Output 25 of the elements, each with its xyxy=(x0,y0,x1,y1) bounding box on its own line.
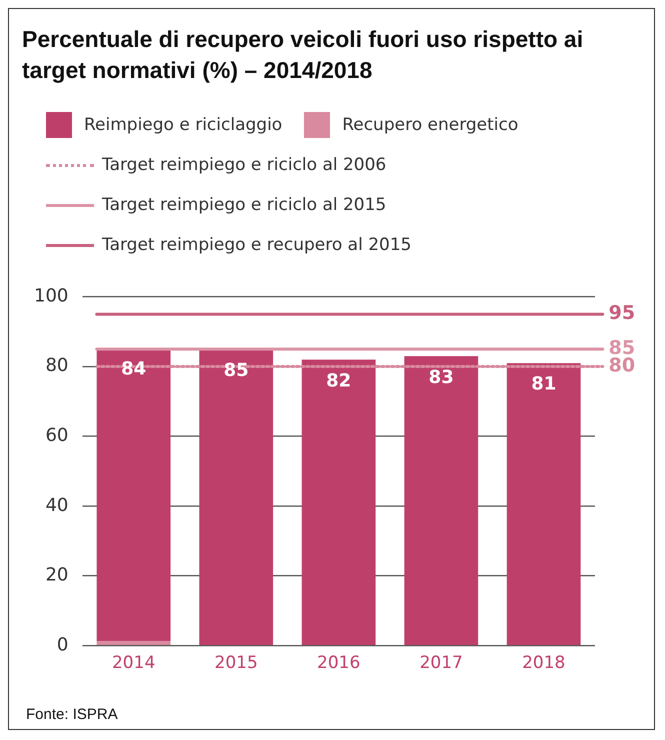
legend-label: Recupero energetico xyxy=(342,115,518,135)
legend-label: Reimpiego e riciclaggio xyxy=(84,115,282,135)
source-note: Fonte: ISPRA xyxy=(26,706,118,723)
x-tick-label: 2017 xyxy=(420,653,463,674)
legend-label: Target reimpiego e riciclo al 2015 xyxy=(102,195,386,215)
x-tick-label: 2016 xyxy=(317,653,360,674)
x-tick-label: 2015 xyxy=(214,653,258,674)
legend-label: Target reimpiego e riciclo al 2006 xyxy=(102,155,386,175)
data-label: 85 xyxy=(224,360,249,381)
x-tick-label: 2018 xyxy=(522,653,566,674)
data-label: 83 xyxy=(428,366,454,388)
y-tick-label: 100 xyxy=(34,285,68,306)
x-tick-label: 2014 xyxy=(112,653,156,674)
text: 80 xyxy=(608,354,636,376)
text: 95 xyxy=(608,302,636,324)
chart-title: Percentuale di recupero veicoli fuori uso rispetto ai target normativi (%) – 2014/2018 xyxy=(22,25,584,85)
y-tick-label: 40 xyxy=(45,494,68,516)
y-tick-label: 20 xyxy=(45,564,68,586)
y-tick-label: 60 xyxy=(45,424,68,446)
y-tick-label: 80 xyxy=(45,355,68,376)
data-label: 82 xyxy=(326,370,352,392)
y-tick-label: 0 xyxy=(56,634,68,656)
data-label: 81 xyxy=(531,374,556,395)
data-label: 84 xyxy=(121,358,146,380)
legend-label: Target reimpiego e recupero al 2015 xyxy=(102,235,412,255)
